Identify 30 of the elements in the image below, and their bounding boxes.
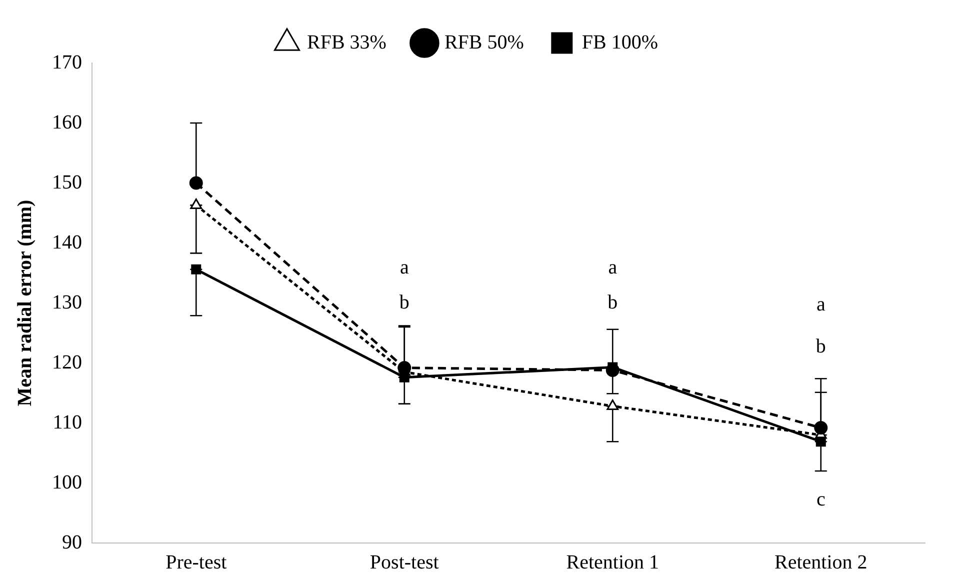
legend-label: RFB 33%: [306, 31, 386, 54]
y-tick-label: 120: [52, 351, 82, 374]
x-tick-label: Retention 1: [566, 551, 660, 574]
point: [606, 399, 619, 410]
y-tick-label: 150: [52, 171, 82, 194]
x-tick-label: Post-test: [370, 551, 440, 574]
y-tick-label: 90: [62, 531, 82, 554]
point: [816, 436, 826, 447]
annotation: c: [816, 488, 826, 510]
y-tick-label: 140: [52, 231, 82, 254]
y-tick-label: 130: [52, 291, 82, 314]
annotation: a: [816, 293, 826, 316]
legend-label: RFB 50%: [444, 31, 524, 54]
y-tick-label: 110: [52, 411, 82, 434]
y-tick-label: 100: [52, 471, 82, 494]
x-tick-label: Pre-test: [166, 551, 228, 574]
legend-label: FB 100%: [582, 31, 658, 54]
point: [189, 176, 203, 190]
point: [191, 264, 202, 274]
x-tick-label: Retention 2: [774, 551, 868, 574]
annotation: a: [400, 256, 409, 278]
annotation: a: [608, 256, 618, 278]
y-axis-title: Mean radial error (mm): [14, 200, 36, 406]
point: [399, 372, 410, 382]
y-tick-label: 160: [52, 111, 82, 134]
point: [814, 421, 828, 435]
annotation: b: [399, 291, 410, 314]
annotation: b: [816, 335, 826, 358]
annotation: b: [608, 291, 618, 314]
y-tick-label: 170: [52, 51, 82, 74]
